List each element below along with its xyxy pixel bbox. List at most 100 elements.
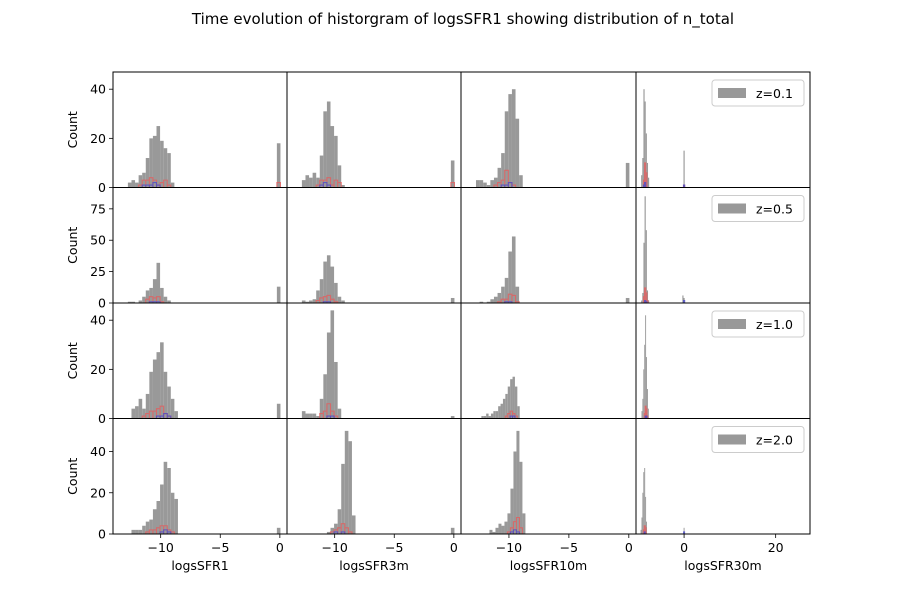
histogram-bar-total <box>479 301 484 303</box>
histogram-bar-total <box>334 361 338 419</box>
panel-r4-c2: −10 −5 0 logsSFR3m <box>321 430 458 573</box>
histogram-bar-total <box>142 296 146 303</box>
y-tick-label: 40 <box>90 444 106 459</box>
histogram-step-red <box>642 162 686 188</box>
histogram-bar-total <box>170 182 175 188</box>
histogram-bar-total <box>646 290 649 303</box>
histogram-bar-total <box>475 180 480 188</box>
histogram-bar-total <box>508 251 512 303</box>
histogram-bar-total <box>498 406 501 419</box>
histogram-step-red <box>642 287 649 303</box>
histogram-bar-total <box>519 461 523 534</box>
histogram-bar-total <box>644 101 646 188</box>
histogram-bar-total <box>152 135 157 188</box>
histogram-bar-total <box>486 301 491 303</box>
histogram-bar-total <box>160 484 164 534</box>
histogram-step-blue <box>148 301 161 303</box>
histogram-bar-total <box>647 408 649 419</box>
histogram-bar-total <box>682 295 684 303</box>
histogram-bar-total <box>135 529 139 534</box>
histogram-bar-total <box>326 255 331 303</box>
histogram-step-red <box>497 293 520 303</box>
histogram-step-red <box>329 523 353 534</box>
histogram-bar-total <box>330 527 335 534</box>
histogram-bar-total <box>643 369 645 419</box>
histogram-bar-total <box>334 523 338 534</box>
histogram-step-red <box>145 296 165 303</box>
histogram-bar-total <box>276 403 281 419</box>
histogram-bar-total <box>131 408 136 419</box>
histogram-step-blue <box>322 301 332 303</box>
histogram-bar-total <box>341 300 345 303</box>
histogram-bar-total <box>156 501 161 534</box>
legend-label: z=0.5 <box>756 202 793 217</box>
histogram-bar-total <box>334 135 338 188</box>
histogram-bar-total <box>170 492 175 534</box>
histogram-bar-total <box>625 297 630 303</box>
histogram-bar-total <box>483 182 487 188</box>
x-axis-label: logsSFR30m <box>684 558 761 573</box>
histogram-bar-total <box>326 332 331 419</box>
histogram-bar-total <box>645 230 647 303</box>
panel-frame <box>460 187 637 304</box>
histogram-bar-total <box>489 529 493 534</box>
panel-frame <box>286 187 462 304</box>
histogram-bar-total <box>344 430 349 534</box>
histogram-bar-total <box>641 517 643 534</box>
histogram-bar-total <box>644 344 646 419</box>
histogram-bar-total <box>152 509 157 534</box>
histogram-bar-total <box>305 175 310 188</box>
panel-frame <box>460 302 637 419</box>
y-tick-label: 20 <box>90 131 106 146</box>
histogram-bar-total <box>149 138 153 188</box>
histogram-bar-total <box>163 296 168 303</box>
histogram-step-red <box>493 169 517 188</box>
histogram-bar-total <box>305 413 310 419</box>
histogram-step-blue <box>642 182 686 188</box>
panel-r2-c2 <box>301 255 455 303</box>
panel-r2-c3 <box>479 236 630 303</box>
panel-r4-c1: −10 −5 0 logsSFR1 <box>131 461 284 573</box>
x-axis-label: logsSFR10m <box>510 558 587 573</box>
y-tick-label: 40 <box>90 82 106 97</box>
y-tick-label: 75 <box>90 201 106 216</box>
panel-frame <box>635 418 811 535</box>
histogram-bar-total <box>501 153 505 188</box>
histogram-bar-total <box>510 379 513 419</box>
histogram-bar-total <box>500 403 503 419</box>
legend-box <box>711 79 805 107</box>
histogram-bar-total <box>644 196 646 303</box>
histogram-bar-total <box>152 359 157 419</box>
subplot-grid: 0 20 40 Count z=0.1 0 25 50 75 Count z=0.5 0 20 40 Cou… <box>65 71 811 573</box>
histogram-bar-total <box>515 286 520 303</box>
panel-r3-c4 <box>641 315 649 419</box>
histogram-bar-total <box>511 236 516 303</box>
histogram-bar-total <box>138 398 143 419</box>
y-tick-label: 25 <box>90 264 106 279</box>
histogram-bar-total <box>642 158 644 188</box>
panel-r1-c4 <box>641 89 686 188</box>
y-axis-label: Count <box>65 458 80 495</box>
x-tick-label: −5 <box>385 540 403 555</box>
histogram-bar-total <box>167 300 171 303</box>
histogram-bar-total <box>326 101 331 188</box>
histogram-bar-total <box>305 301 310 303</box>
legend: z=1.0 <box>711 310 805 338</box>
histogram-bar-total <box>648 177 650 188</box>
panel-r3-c2 <box>301 310 455 419</box>
histogram-bar-total <box>486 185 491 188</box>
x-axis-label: logsSFR3m <box>339 558 409 573</box>
y-axis-label: Count <box>65 227 80 264</box>
x-tick-label: 0 <box>625 540 633 555</box>
histogram-bar-total <box>648 300 650 303</box>
y-tick-label: 0 <box>98 296 106 311</box>
histogram-bar-total <box>149 287 153 303</box>
histogram-bar-total <box>145 290 150 303</box>
x-tick-label: −10 <box>147 540 173 555</box>
histogram-bar-total <box>490 413 494 419</box>
legend: z=2.0 <box>711 426 805 453</box>
panel-r3-c3 <box>481 376 520 419</box>
panel-frame <box>286 71 462 188</box>
x-tick-label: 20 <box>768 540 784 555</box>
y-tick-label: 0 <box>98 411 106 426</box>
